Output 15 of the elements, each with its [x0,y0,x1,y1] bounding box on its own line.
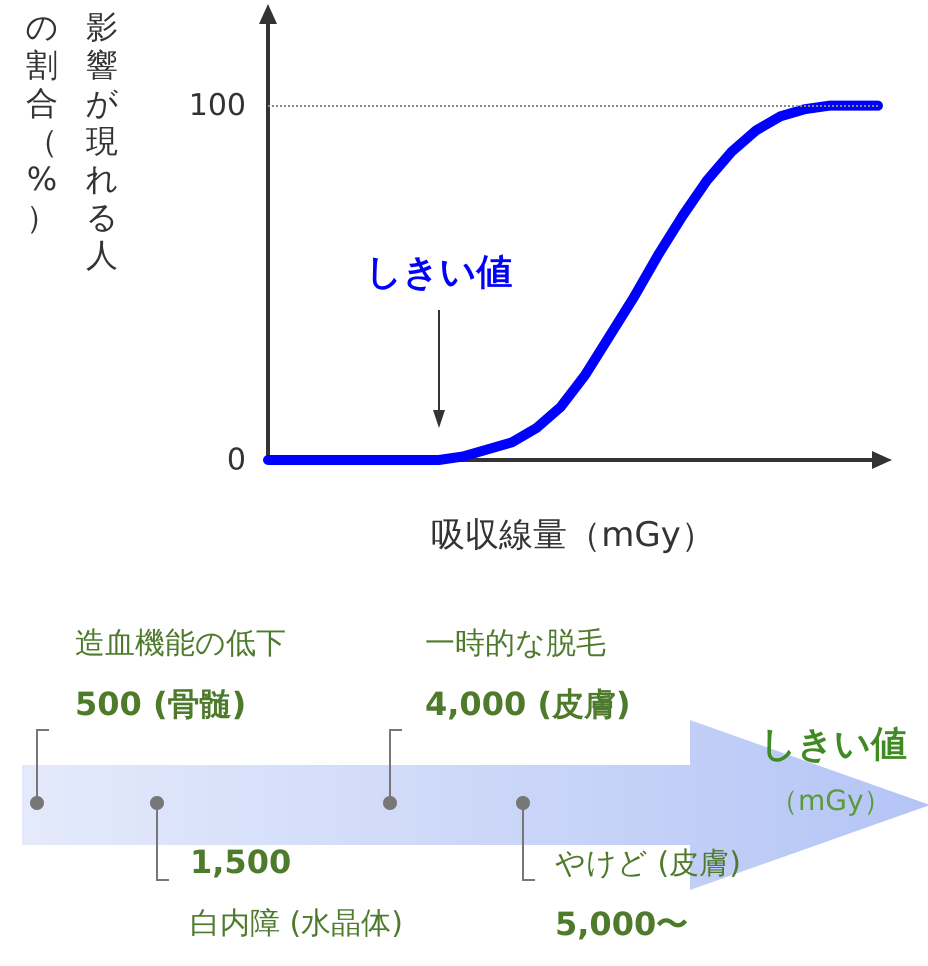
x-axis-title: 吸収線量（mGy） [431,515,715,555]
text: 5,000〜 [555,904,688,945]
text: 造血機能の低下 [75,625,286,663]
text: （mGy） [770,783,892,819]
text: 影響が現れる人の割合（%） [26,8,118,274]
text: しきい値 [760,723,907,767]
y-tick-label: 100 [188,88,246,124]
text: 一時的な脱毛 [425,625,606,663]
text: 白内障 (水晶体) [190,905,403,943]
annotation: しきい値 [364,251,514,295]
y-tick-label: 0 [226,442,246,478]
text: 1,500 [190,843,292,881]
text: 500 (骨髄) [75,684,246,725]
text: やけど (皮膚) [555,845,741,883]
text: 4,000 (皮膚) [425,684,631,725]
